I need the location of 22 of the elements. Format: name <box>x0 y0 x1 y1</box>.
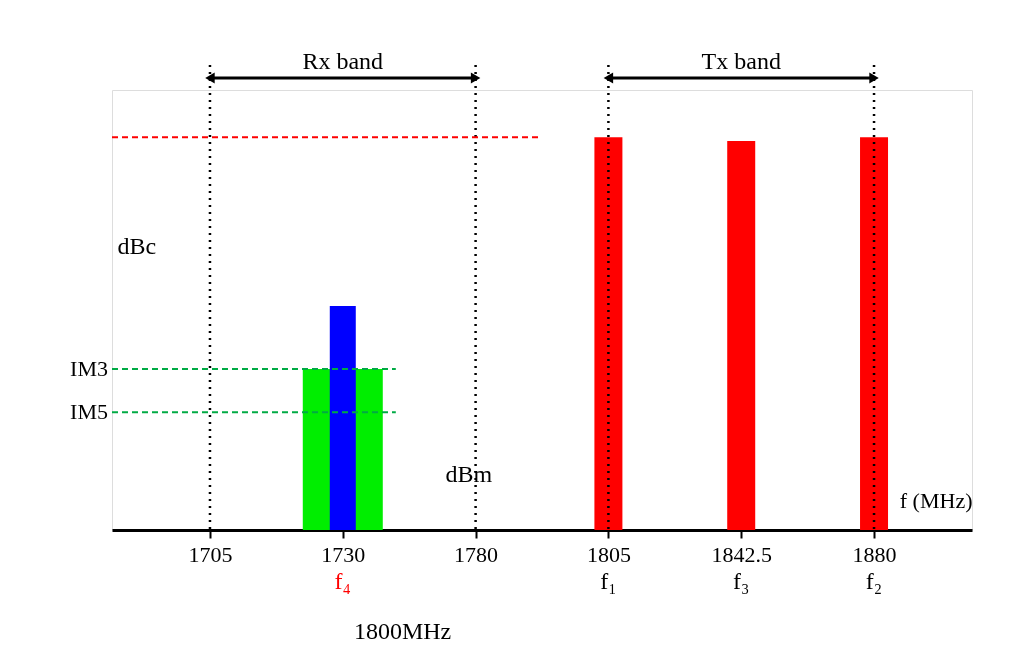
x-tick-label: 1705 <box>188 541 233 567</box>
x-tick-label: 1780 <box>454 541 499 567</box>
text: Tx band <box>701 48 781 74</box>
ref-line-label: IM3 <box>70 355 108 381</box>
x-tick-label: 1880 <box>852 541 897 567</box>
x-tick-label: 1842.5 <box>711 541 772 567</box>
x-tick-label: 1730 <box>321 541 366 567</box>
text: 1800MHz <box>353 618 452 645</box>
text: f₁ <box>600 568 617 594</box>
ref-line-label: IM5 <box>70 399 108 425</box>
bar <box>329 306 356 530</box>
annotation: dBc <box>117 233 157 260</box>
text: f₃ <box>733 568 750 594</box>
bar <box>727 141 756 530</box>
text: Rx band <box>302 48 384 74</box>
bar <box>594 137 623 530</box>
text: f₂ <box>865 568 883 594</box>
x-axis-title: f (MHz) <box>899 487 973 513</box>
x-tick-label: 1805 <box>586 541 631 567</box>
annotation: dBm <box>445 461 493 487</box>
text: f₄ <box>334 568 351 594</box>
bar <box>860 137 889 530</box>
